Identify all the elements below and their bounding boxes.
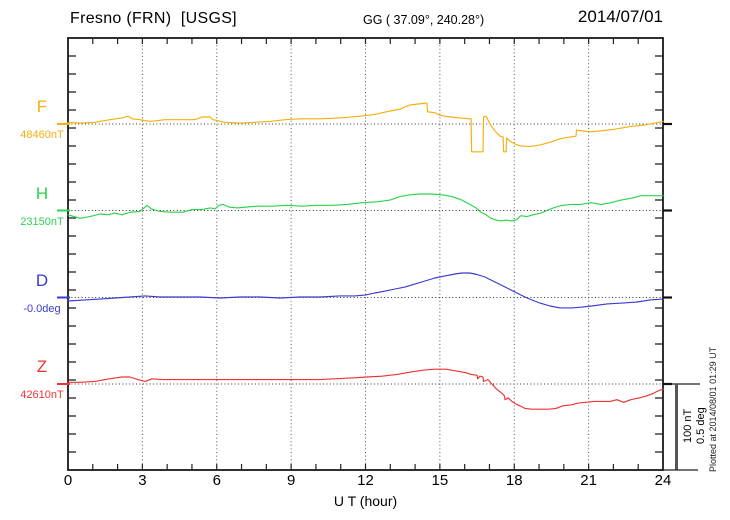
- x-tick-label: 18: [505, 472, 523, 489]
- trace-Z: [67, 368, 664, 410]
- trace-D: [67, 272, 664, 309]
- trace-label-Z: Z: [36, 357, 48, 376]
- trace-baseline-H: 23150nT: [20, 215, 64, 228]
- scale-bar-deg-label: 0.5 deg: [695, 407, 707, 445]
- x-tick-label: 24: [654, 472, 672, 489]
- trace-label-D: D: [35, 270, 49, 290]
- x-tick-label: 12: [357, 472, 374, 489]
- plotted-at-label: Plotted at 2014/08/01 01:29 UT: [708, 346, 718, 472]
- x-tick-label: 6: [212, 472, 221, 489]
- trace-baseline-Z: 42610nT: [20, 389, 64, 401]
- x-tick-label: 9: [286, 472, 296, 489]
- station-title: Fresno (FRN) [USGS]: [70, 10, 237, 27]
- scale-bar-nt-label: 100 nT: [682, 408, 694, 444]
- scale-bar-labels: 100 nT 0.5 deg: [682, 380, 708, 472]
- date-label: 2014/07/01: [577, 7, 663, 26]
- trace-label-H: H: [35, 183, 49, 203]
- trace-H: [67, 193, 664, 222]
- trace-baseline-F: 48460nT: [20, 129, 64, 141]
- x-tick-label: 3: [138, 472, 147, 489]
- geographic-coords-label: GG ( 37.09°, 240.28°): [363, 13, 485, 27]
- trace-label-F: F: [36, 97, 48, 116]
- trace-F: [67, 102, 664, 153]
- x-tick-label: 15: [431, 472, 449, 489]
- trace-baseline-D: -0.0deg: [23, 302, 61, 315]
- x-tick-label: 21: [580, 472, 597, 489]
- x-tick-label: 0: [63, 472, 73, 489]
- x-axis-title: U T (hour): [333, 493, 398, 509]
